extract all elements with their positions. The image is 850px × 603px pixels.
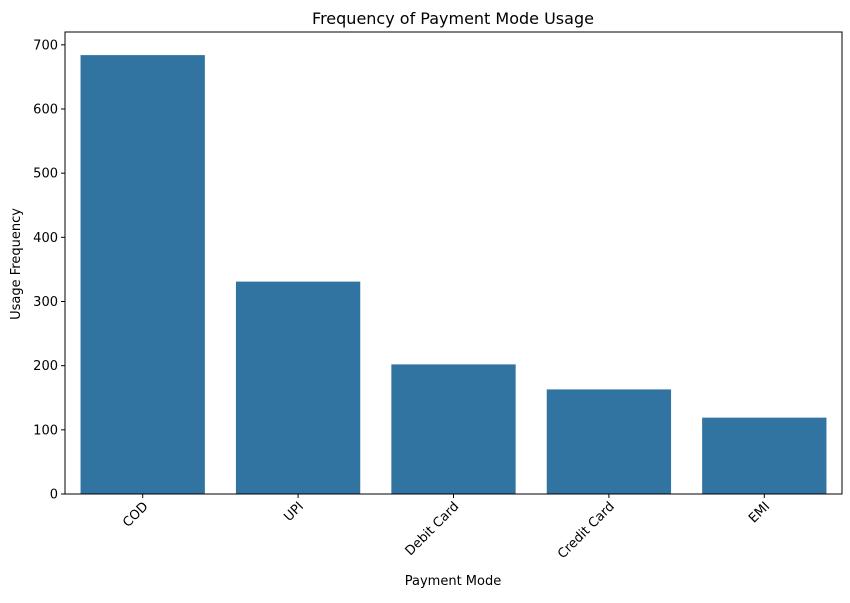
x-tick-label-credit-card: Credit Card [555,499,618,562]
y-tick-label: 300 [33,295,58,310]
y-tick-label: 0 [50,488,58,503]
x-tick-label-cod: COD [120,499,151,530]
plot-frame [64,31,843,495]
bar-debit-card [391,364,516,494]
x-tick-label-emi: EMI [746,499,773,526]
y-axis-label: Usage Frequency [9,208,24,320]
bars-group [80,55,827,494]
x-axis-ticks: COD UPI Debit Card Credit Card EMI [120,494,773,562]
y-tick-label: 600 [33,103,58,118]
bar-upi [235,281,361,494]
y-tick-label: 400 [33,231,58,246]
y-tick-label: 500 [33,167,58,182]
x-axis-label: Payment Mode [405,574,501,589]
y-tick-label: 700 [33,38,58,53]
x-tick-label-upi: UPI [281,499,307,525]
y-tick-label: 100 [33,423,58,438]
bar-credit-card [546,389,672,494]
x-tick-label-debit-card: Debit Card [403,499,463,559]
y-tick-label: 200 [33,359,58,374]
chart-title: Frequency of Payment Mode Usage [312,9,594,28]
bar-emi [702,417,827,494]
bar-cod [80,55,205,494]
y-axis-ticks: 0 100 200 300 400 500 600 700 [33,38,65,503]
